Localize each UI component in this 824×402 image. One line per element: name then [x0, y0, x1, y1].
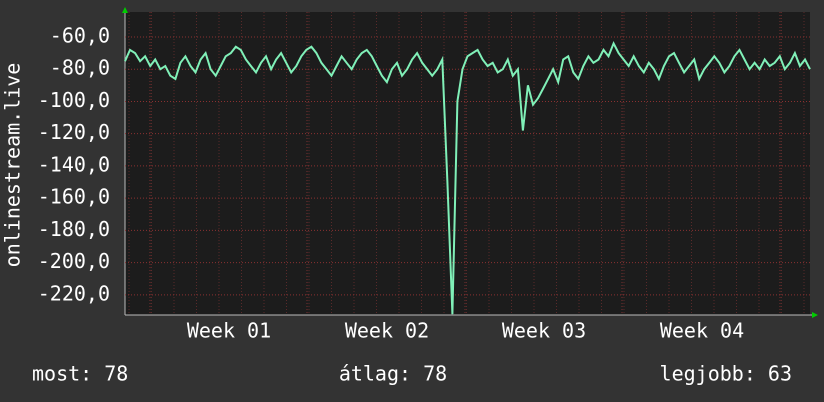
y-tick-label: -200,0	[38, 249, 110, 273]
y-arrow	[122, 7, 128, 13]
x-tick-label: Week 03	[502, 319, 586, 343]
y-tick-label: -120,0	[38, 120, 110, 144]
x-arrow	[812, 312, 818, 318]
y-tick-label: -60,0	[50, 23, 110, 47]
y-tick-label: -100,0	[38, 88, 110, 112]
y-tick-label: -80,0	[50, 56, 110, 80]
y-tick-label: -140,0	[38, 152, 110, 176]
footer-best: legjobb: 63	[660, 362, 792, 386]
x-tick-label: Week 01	[187, 319, 271, 343]
y-tick-label: -220,0	[38, 281, 110, 305]
data-line	[124, 40, 811, 315]
y-tick-label: -160,0	[38, 185, 110, 209]
x-tick-label: Week 02	[345, 319, 429, 343]
footer-avg: átlag: 78	[339, 362, 447, 386]
vertical-grid	[128, 12, 805, 315]
x-tick-label: Week 04	[660, 319, 744, 343]
footer-now: most: 78	[32, 362, 128, 386]
y-tick-label: -180,0	[38, 217, 110, 241]
y-axis-label: onlinestream.live	[1, 63, 25, 268]
